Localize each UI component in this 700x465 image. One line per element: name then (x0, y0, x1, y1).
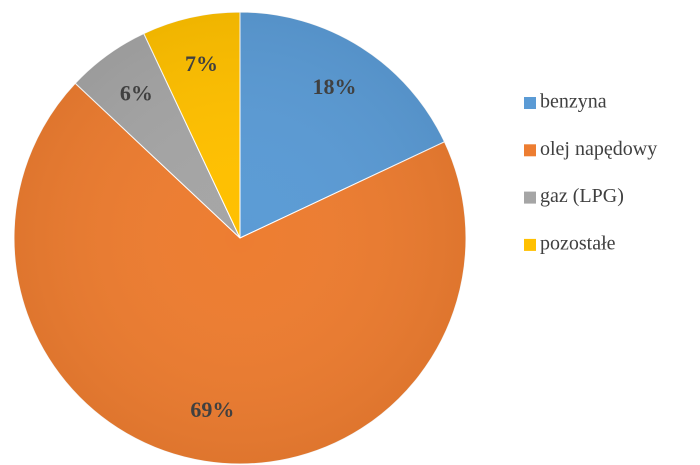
legend-swatch (524, 191, 536, 204)
legend-label: pozostałe (540, 232, 616, 254)
legend-label: olej napędowy (540, 138, 657, 160)
legend-label: gaz (LPG) (540, 185, 624, 207)
legend-swatch (524, 97, 536, 109)
legend-swatch (524, 238, 536, 251)
legend-label: benzyna (540, 91, 607, 113)
data-label: 6% (120, 80, 153, 105)
data-label: 18% (312, 74, 356, 99)
data-label: 69% (190, 397, 234, 422)
legend-swatch (524, 144, 536, 157)
data-label: 7% (185, 51, 218, 76)
